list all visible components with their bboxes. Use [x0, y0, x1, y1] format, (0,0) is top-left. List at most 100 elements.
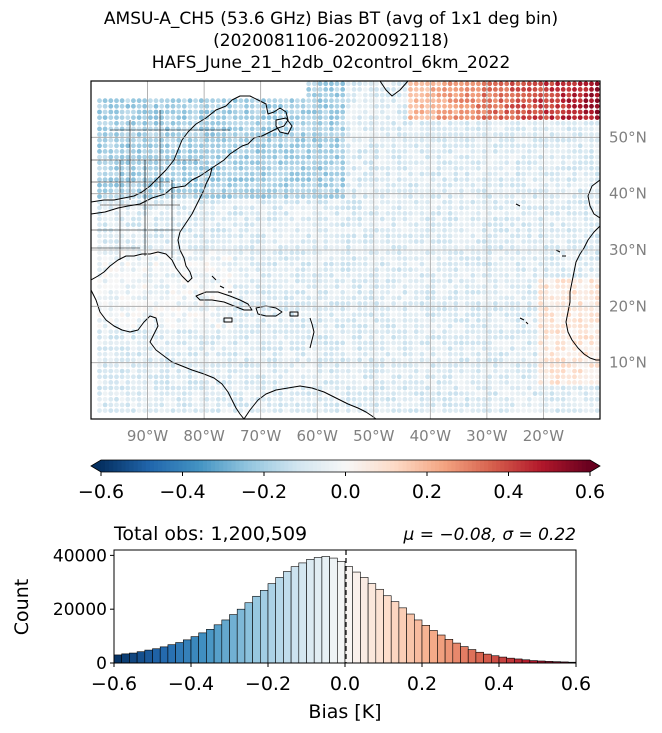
bias-dot: [193, 357, 199, 363]
bias-dot: [357, 289, 362, 295]
bias-dot: [131, 289, 136, 295]
bias-dot: [357, 182, 362, 188]
bias-dot: [498, 408, 504, 413]
bias-dot: [589, 273, 594, 278]
bias-dot: [436, 340, 442, 346]
bias-dot: [323, 329, 329, 335]
bias-dot: [153, 132, 159, 137]
bias-dot: [464, 126, 470, 132]
bias-dot: [532, 363, 538, 368]
bias-dot: [198, 137, 204, 143]
bias-dot: [227, 346, 233, 351]
bias-dot: [142, 357, 148, 363]
bias-dot: [385, 137, 391, 143]
bias-dot: [164, 256, 170, 261]
bias-dot: [509, 109, 515, 115]
bias-dot: [97, 244, 102, 250]
bias-dot: [210, 188, 216, 194]
bias-dot: [374, 346, 379, 351]
bias-dot: [577, 137, 583, 143]
bias-dot: [227, 385, 233, 391]
bias-dot: [300, 374, 306, 380]
bias-dot: [283, 306, 289, 312]
bias-dot: [97, 261, 102, 267]
bias-dot: [317, 250, 323, 256]
bias-dot: [323, 194, 329, 199]
bias-dot: [317, 103, 323, 109]
bias-dot: [329, 115, 334, 120]
bias-dot: [142, 329, 148, 335]
bias-dot: [521, 284, 526, 289]
bias-dot: [413, 312, 419, 318]
bias-dot: [374, 306, 379, 312]
bias-dot: [289, 154, 295, 160]
bias-dot: [323, 216, 329, 222]
bias-dot: [323, 92, 329, 98]
bias-dot: [481, 402, 487, 408]
bias-dot: [278, 216, 283, 222]
bias-dot: [114, 165, 119, 171]
bias-dot: [402, 216, 408, 222]
bias-dot: [515, 363, 521, 368]
bias-dot: [391, 199, 396, 205]
bias-dot: [379, 284, 385, 289]
bias-dot: [272, 380, 278, 385]
bias-dot: [238, 351, 244, 357]
bias-dot: [532, 188, 538, 194]
bias-dot: [509, 250, 515, 256]
bias-dot: [515, 244, 521, 250]
bias-dot: [148, 391, 153, 396]
bias-dot: [560, 385, 566, 391]
bias-dot: [362, 289, 368, 295]
bias-dot: [125, 188, 131, 194]
bias-dot: [515, 239, 521, 244]
bias-dot: [232, 160, 238, 166]
bias-dot: [119, 115, 125, 120]
bias-dot: [317, 340, 323, 346]
bias-dot: [419, 194, 425, 199]
bias-dot: [549, 244, 555, 250]
bias-dot: [396, 340, 402, 346]
bias-dot: [362, 385, 368, 391]
bias-dot: [572, 284, 577, 289]
bias-dot: [317, 194, 323, 199]
bias-dot: [374, 380, 379, 385]
bias-dot: [176, 396, 182, 402]
bias-dot: [493, 98, 498, 104]
bias-dot: [249, 396, 255, 402]
bias-dot: [283, 216, 289, 222]
bias-dot: [108, 402, 114, 408]
bias-dot: [487, 120, 493, 126]
bias-dot: [459, 357, 464, 363]
bias-dot: [221, 120, 227, 126]
bias-dot: [102, 396, 108, 402]
bias-dot: [385, 402, 391, 408]
bias-dot: [538, 143, 543, 149]
bias-dot: [164, 233, 170, 239]
bias-dot: [402, 165, 408, 171]
bias-dot: [289, 216, 295, 222]
bias-dot: [198, 109, 204, 115]
bias-dot: [357, 267, 362, 273]
bias-dot: [447, 256, 453, 261]
bias-dot: [532, 120, 538, 126]
bias-dot: [442, 211, 447, 216]
bias-dot: [425, 188, 430, 194]
bias-dot: [102, 171, 108, 177]
bias-dot: [470, 368, 476, 374]
bias-dot: [419, 368, 425, 374]
bias-dot: [453, 154, 459, 160]
bias-dot: [159, 278, 165, 284]
bias-dot: [526, 312, 532, 318]
bias-dot: [476, 132, 481, 137]
bias-dot: [295, 357, 300, 363]
bias-dot: [159, 165, 165, 171]
bias-dot: [566, 137, 572, 143]
bias-dot: [532, 216, 538, 222]
bias-dot: [102, 250, 108, 256]
bias-dot: [504, 233, 510, 239]
bias-dot: [170, 278, 176, 284]
bias-dot: [368, 165, 374, 171]
bias-dot: [198, 98, 204, 104]
bias-dot: [526, 334, 532, 340]
